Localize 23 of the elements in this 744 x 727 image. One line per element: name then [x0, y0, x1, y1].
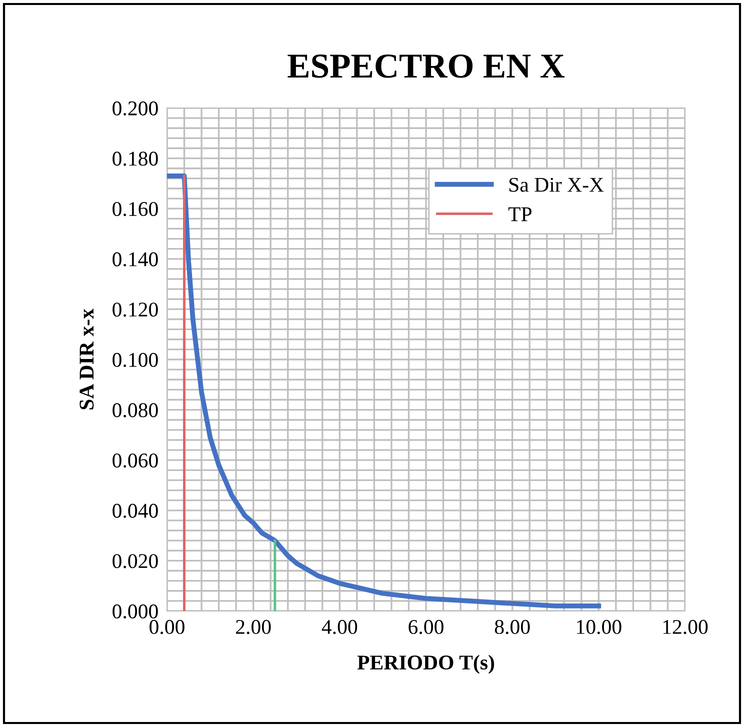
x-tick-label: 12.00: [663, 620, 708, 634]
y-tick-label: 0.020: [112, 554, 158, 568]
y-tick-label: 0.100: [112, 352, 158, 368]
y-tick-label: 0.160: [112, 202, 158, 216]
y-tick-label: 0.200: [112, 101, 158, 116]
x-tick-label: 2.00: [236, 620, 271, 634]
y-tick-label: 0.120: [112, 302, 158, 317]
x-tick-label: 8.00: [494, 620, 530, 634]
x-tick-label: 0.00: [150, 620, 184, 634]
legend-label: TP: [508, 207, 532, 222]
y-tick-label: 0.040: [112, 504, 158, 518]
y-tick-label: 0.000: [112, 604, 158, 619]
x-axis-title: PERIODO T(s): [357, 654, 494, 674]
y-tick-label: 0.140: [112, 252, 158, 266]
legend-label: Sa Dir X-X: [509, 178, 604, 192]
y-tick-label: 0.180: [112, 152, 158, 166]
x-tick-label: 4.00: [322, 620, 358, 634]
y-tick-label: 0.080: [112, 403, 158, 418]
y-tick-label: 0.060: [112, 453, 158, 468]
x-tick-label: 6.00: [408, 620, 444, 634]
chart-title: ESPECTRO EN X: [288, 54, 565, 78]
y-axis-title: SA DIR x-x: [80, 308, 94, 410]
x-tick-label: 10.00: [577, 620, 622, 634]
